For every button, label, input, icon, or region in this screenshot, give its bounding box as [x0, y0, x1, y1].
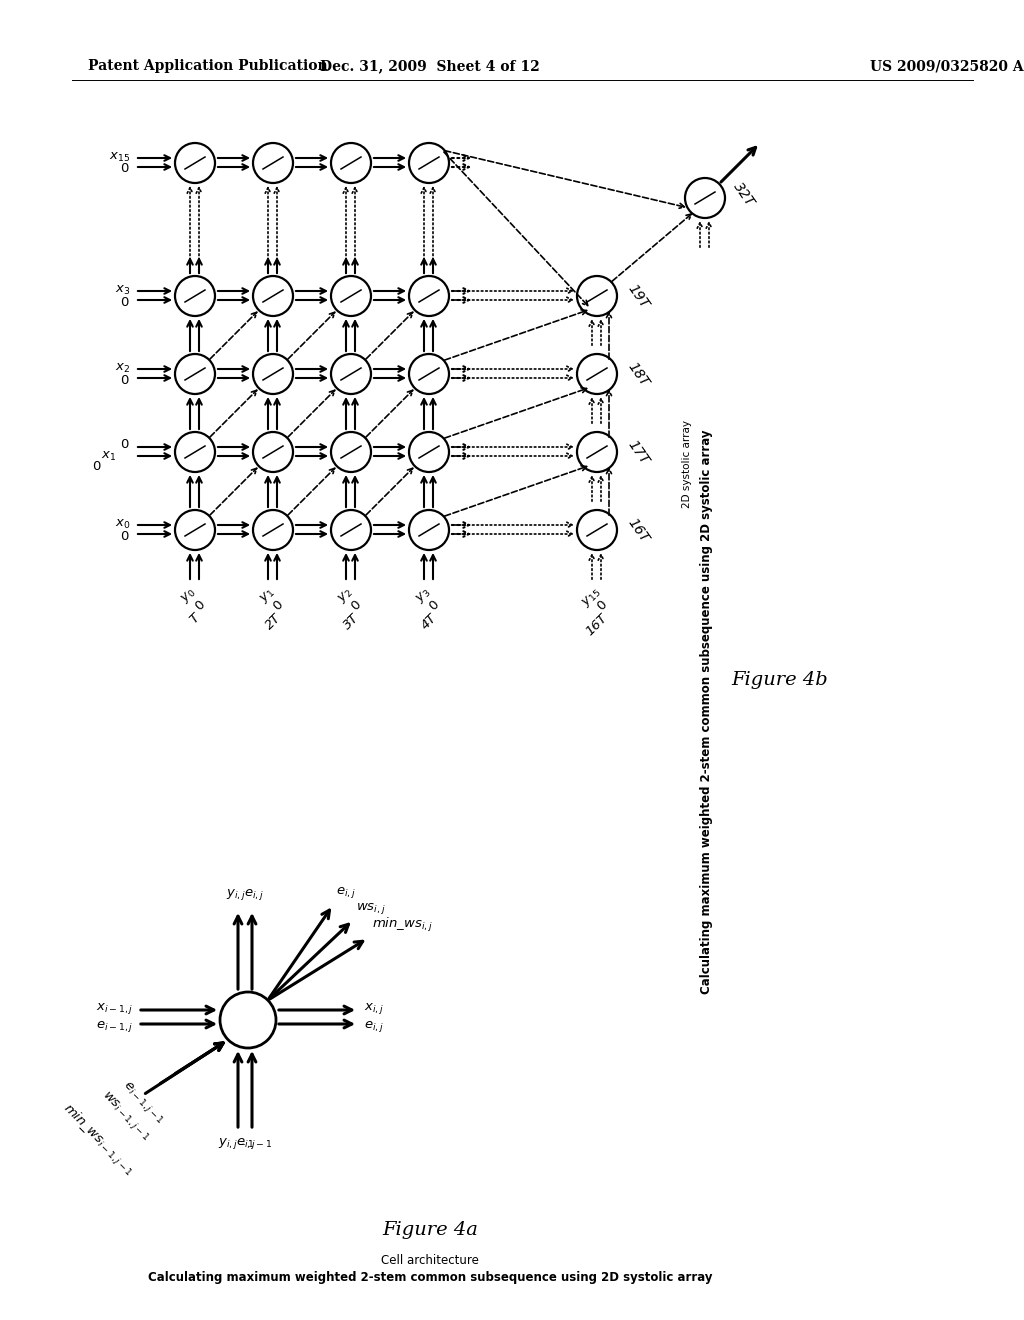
Text: $0$: $0$: [270, 598, 286, 614]
Text: 4T: 4T: [419, 611, 439, 632]
Text: Calculating maximum weighted 2-stem common subsequence using 2D systolic array: Calculating maximum weighted 2-stem comm…: [700, 430, 713, 994]
Text: $0$: $0$: [121, 437, 130, 450]
Text: Figure 4b: Figure 4b: [731, 671, 828, 689]
Text: 32T: 32T: [731, 180, 758, 209]
Text: $0$: $0$: [121, 162, 130, 176]
Text: $x_{i,j}$: $x_{i,j}$: [364, 1001, 384, 1015]
Text: 3T: 3T: [341, 611, 361, 632]
Text: Patent Application Publication: Patent Application Publication: [88, 59, 328, 73]
Text: 16T: 16T: [584, 611, 610, 638]
Text: $e_{i-1,j-1}$: $e_{i-1,j-1}$: [120, 1078, 168, 1126]
Text: $0$: $0$: [426, 598, 442, 614]
Text: 2T: 2T: [262, 611, 284, 632]
Text: $ws_{i-1,j-1}$: $ws_{i-1,j-1}$: [97, 1088, 153, 1143]
Text: $y_{15}$: $y_{15}$: [579, 585, 603, 610]
Text: $e_{i,j-1}$: $e_{i,j-1}$: [236, 1137, 272, 1151]
Text: $0$: $0$: [121, 374, 130, 387]
Text: $y_3$: $y_3$: [413, 585, 433, 606]
Text: $x_2$: $x_2$: [115, 362, 130, 375]
Text: 18T: 18T: [625, 359, 651, 389]
Text: T: T: [187, 611, 203, 626]
Text: $0$: $0$: [92, 459, 102, 473]
Text: $0$: $0$: [594, 598, 610, 614]
Text: Dec. 31, 2009  Sheet 4 of 12: Dec. 31, 2009 Sheet 4 of 12: [321, 59, 540, 73]
Text: $e_{i,j}$: $e_{i,j}$: [364, 1019, 384, 1034]
Text: $min\_ws_{i,j}$: $min\_ws_{i,j}$: [372, 916, 433, 935]
Text: $e_{i,j}$: $e_{i,j}$: [244, 887, 264, 902]
Text: Cell architecture: Cell architecture: [381, 1254, 479, 1266]
Text: $y_{i,j-1}$: $y_{i,j-1}$: [218, 1137, 254, 1151]
Text: $0$: $0$: [193, 598, 208, 614]
Text: $x_0$: $x_0$: [115, 517, 130, 531]
Text: $e_{i,j}$: $e_{i,j}$: [336, 884, 356, 900]
Text: 2D systolic array: 2D systolic array: [682, 420, 692, 508]
Text: US 2009/0325820 A1: US 2009/0325820 A1: [870, 59, 1024, 73]
Text: 17T: 17T: [625, 437, 651, 467]
Text: $y_0$: $y_0$: [178, 585, 200, 606]
Text: $y_{i,j}$: $y_{i,j}$: [226, 887, 246, 902]
Text: 19T: 19T: [625, 281, 651, 310]
Text: $x_{i-1,j}$: $x_{i-1,j}$: [95, 1001, 133, 1015]
Text: $y_1$: $y_1$: [257, 585, 278, 606]
Text: $ws_{i,j}$: $ws_{i,j}$: [356, 902, 386, 916]
Text: $0$: $0$: [348, 598, 364, 614]
Text: $x_{15}$: $x_{15}$: [109, 150, 130, 164]
Text: Figure 4a: Figure 4a: [382, 1221, 478, 1239]
Text: 16T: 16T: [625, 515, 651, 545]
Text: $0$: $0$: [121, 529, 130, 543]
Text: Calculating maximum weighted 2-stem common subsequence using 2D systolic array: Calculating maximum weighted 2-stem comm…: [147, 1270, 713, 1283]
Text: $0$: $0$: [121, 296, 130, 309]
Text: $y_2$: $y_2$: [335, 585, 355, 606]
Text: $x_1$: $x_1$: [100, 449, 116, 462]
Text: $e_{i-1,j}$: $e_{i-1,j}$: [95, 1019, 133, 1034]
Text: $x_3$: $x_3$: [115, 284, 130, 297]
Text: $min\_ws_{i-1,j-1}$: $min\_ws_{i-1,j-1}$: [58, 1100, 138, 1180]
